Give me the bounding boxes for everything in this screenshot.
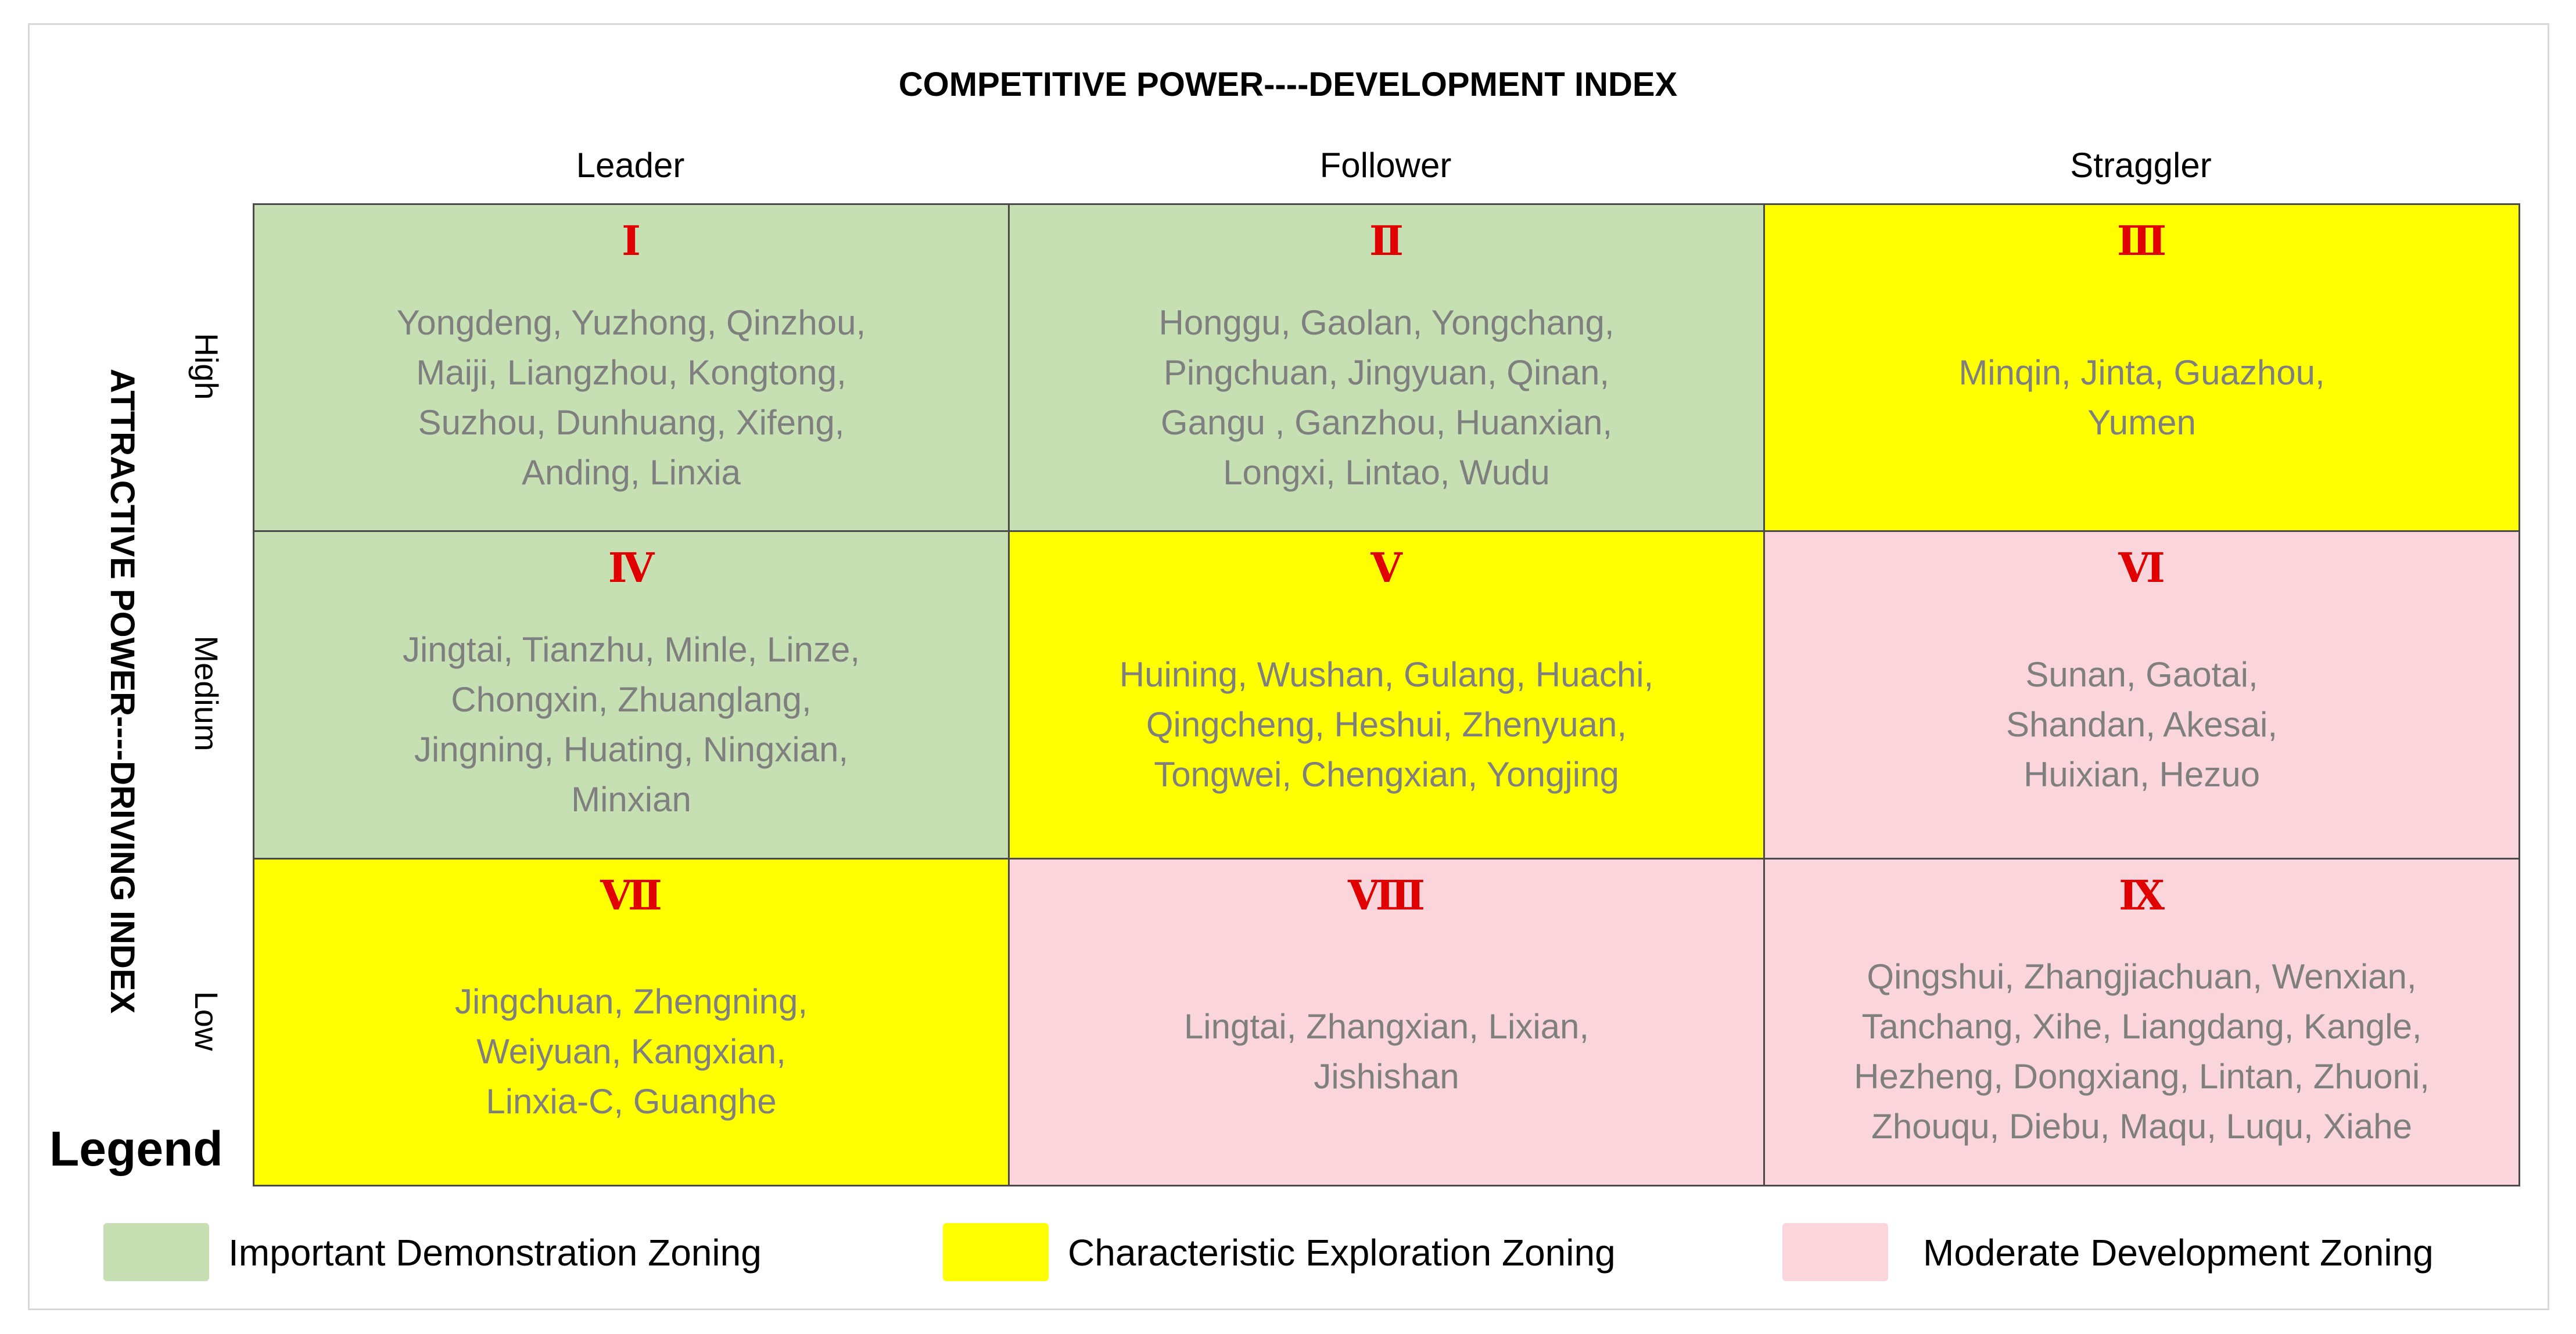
zone-cell-low-straggler: Ⅸ Qingshui, Zhangjiachuan, Wenxian, Tancha… — [1763, 857, 2520, 1186]
county-list: Huining, Wushan, Gulang, Huachi, Qingchen… — [1010, 650, 1763, 800]
legend-swatch-important — [103, 1223, 209, 1281]
county-line: Zhouqu, Diebu, Maqu, Luqu, Xiahe — [1871, 1107, 2412, 1146]
zoning-matrix: Ⅰ Yongdeng, Yuzhong, Qinzhou, Maiji, Liang… — [253, 203, 2520, 1186]
county-line: Chongxin, Zhuanglang, — [451, 679, 812, 719]
legend-swatch-moderate — [1782, 1223, 1888, 1281]
county-line: Jishishan — [1314, 1057, 1459, 1096]
column-header-leader: Leader — [576, 146, 685, 185]
county-list: Honggu, Gaolan, Yongchang, Pingchuan, Jin… — [1010, 298, 1763, 498]
county-line: Minqin, Jinta, Guazhou, — [1958, 353, 2325, 392]
legend-label-characteristic: Characteristic Exploration Zoning — [1068, 1232, 1616, 1274]
county-line: Yongdeng, Yuzhong, Qinzhou, — [396, 303, 866, 342]
county-line: Sunan, Gaotai, — [2025, 655, 2258, 694]
legend-title: Legend — [49, 1121, 223, 1176]
legend-label-important: Important Demonstration Zoning — [228, 1232, 762, 1274]
county-list: Jingchuan, Zhengning, Weiyuan, Kangxian, L… — [254, 977, 1008, 1127]
zone-numeral: Ⅳ — [608, 544, 655, 592]
column-header-follower: Follower — [1319, 146, 1452, 185]
zone-cell-medium-leader: Ⅳ Jingtai, Tianzhu, Minle, Linze, Chongxin… — [253, 530, 1010, 860]
zone-numeral: Ⅸ — [2119, 871, 2165, 919]
column-header-straggler: Straggler — [2070, 146, 2212, 185]
county-line: Yumen — [2087, 402, 2196, 442]
zone-numeral: Ⅲ — [2116, 217, 2167, 265]
county-line: Qingshui, Zhangjiachuan, Wenxian, — [1867, 957, 2417, 997]
county-line: Linxia-C, Guanghe — [486, 1082, 777, 1121]
county-list: Minqin, Jinta, Guazhou, Yumen — [1765, 348, 2518, 448]
county-list: Jingtai, Tianzhu, Minle, Linze, Chongxin,… — [254, 625, 1008, 825]
county-line: Lingtai, Zhangxian, Lixian, — [1183, 1007, 1590, 1047]
row-header-high: High — [188, 333, 225, 400]
county-line: Qingcheng, Heshui, Zhenyuan, — [1146, 704, 1627, 744]
legend-label-moderate: Moderate Development Zoning — [1923, 1232, 2434, 1274]
county-line: Weiyuan, Kangxian, — [476, 1032, 786, 1071]
zone-numeral: Ⅷ — [1348, 871, 1425, 919]
county-line: Anding, Linxia — [522, 452, 741, 492]
county-line: Jingtai, Tianzhu, Minle, Linze, — [402, 630, 860, 669]
row-header-low: Low — [188, 991, 225, 1051]
zone-numeral: Ⅴ — [1370, 544, 1402, 592]
zone-numeral: Ⅵ — [2118, 544, 2165, 592]
county-line: Huining, Wushan, Gulang, Huachi, — [1119, 655, 1654, 694]
chart-title: COMPETITIVE POWER----DEVELOPMENT INDEX — [898, 66, 1678, 103]
zone-numeral: Ⅱ — [1369, 217, 1404, 265]
zone-numeral: Ⅰ — [622, 217, 641, 265]
zone-cell-low-leader: Ⅶ Jingchuan, Zhengning, Weiyuan, Kangxian,… — [253, 857, 1010, 1186]
county-line: Suzhou, Dunhuang, Xifeng, — [418, 402, 845, 442]
county-line: Gangu , Ganzhou, Huanxian, — [1160, 402, 1613, 442]
county-line: Shandan, Akesai, — [2005, 704, 2278, 744]
county-line: Minxian — [571, 779, 691, 819]
y-axis-title: ATTRACTIVE POWER----DRIVING INDEX — [103, 368, 141, 1014]
county-line: Honggu, Gaolan, Yongchang, — [1158, 303, 1615, 342]
county-list: Qingshui, Zhangjiachuan, Wenxian, Tanchan… — [1765, 952, 2518, 1152]
county-line: Huixian, Hezuo — [2024, 754, 2260, 794]
zone-numeral: Ⅶ — [600, 871, 662, 919]
zone-cell-medium-straggler: Ⅵ Sunan, Gaotai, Shandan, Akesai, Huixian, … — [1763, 530, 2520, 860]
county-line: Longxi, Lintao, Wudu — [1223, 452, 1550, 492]
county-line: Pingchuan, Jingyuan, Qinan, — [1163, 353, 1610, 392]
county-list: Sunan, Gaotai, Shandan, Akesai, Huixian, H… — [1765, 650, 2518, 800]
zone-cell-high-straggler: Ⅲ Minqin, Jinta, Guazhou, Yumen — [1763, 203, 2520, 533]
zone-cell-low-follower: Ⅷ Lingtai, Zhangxian, Lixian, Jishishan — [1008, 857, 1765, 1186]
county-line: Hezheng, Dongxiang, Lintan, Zhuoni, — [1854, 1057, 2430, 1096]
figure-frame — [28, 23, 2549, 1310]
county-line: Tongwei, Chengxian, Yongjing — [1154, 754, 1619, 794]
county-line: Jingchuan, Zhengning, — [454, 982, 808, 1022]
county-list: Lingtai, Zhangxian, Lixian, Jishishan — [1010, 1002, 1763, 1102]
row-header-medium: Medium — [188, 635, 225, 752]
zone-cell-medium-follower: Ⅴ Huining, Wushan, Gulang, Huachi, Qingche… — [1008, 530, 1765, 860]
zone-cell-high-leader: Ⅰ Yongdeng, Yuzhong, Qinzhou, Maiji, Liang… — [253, 203, 1010, 533]
county-line: Jingning, Huating, Ningxian, — [414, 729, 849, 769]
county-line: Tanchang, Xihe, Liangdang, Kangle, — [1861, 1007, 2422, 1047]
county-list: Yongdeng, Yuzhong, Qinzhou, Maiji, Liangz… — [254, 298, 1008, 498]
zone-cell-high-follower: Ⅱ Honggu, Gaolan, Yongchang, Pingchuan, Ji… — [1008, 203, 1765, 533]
county-line: Maiji, Liangzhou, Kongtong, — [416, 353, 846, 392]
legend-swatch-characteristic — [943, 1223, 1049, 1281]
